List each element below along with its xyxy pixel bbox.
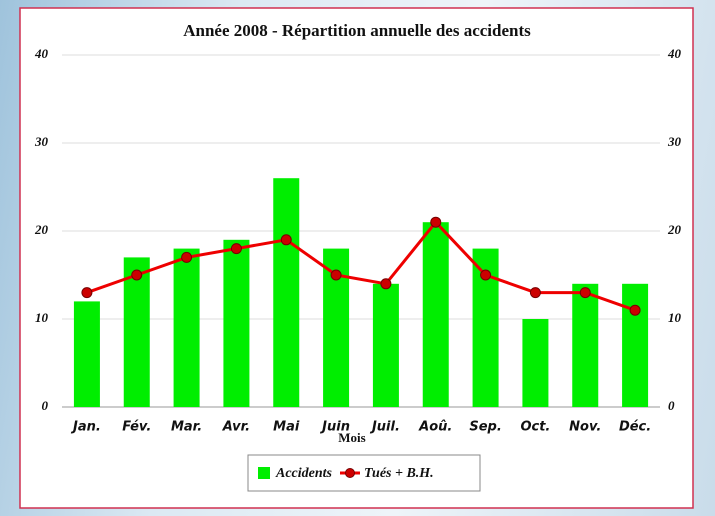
bar <box>273 178 300 407</box>
marker <box>131 269 143 281</box>
marker <box>380 278 392 290</box>
marker <box>330 269 342 281</box>
y-tick-label: 0 <box>42 398 49 413</box>
bar <box>522 319 549 407</box>
marker <box>579 287 591 299</box>
marker <box>280 234 292 246</box>
bar <box>622 283 649 407</box>
x-tick-label: Juil. <box>369 420 400 435</box>
x-tick-label: Mar. <box>171 420 202 435</box>
x-tick-label: Avr. <box>222 420 250 435</box>
x-tick-label: Nov. <box>569 420 601 435</box>
y2-tick-label: 0 <box>668 398 675 413</box>
bar <box>223 239 250 407</box>
marker <box>629 304 641 316</box>
y2-tick-label: 20 <box>667 222 682 237</box>
y-tick-label: 10 <box>35 310 49 325</box>
legend-swatch <box>345 468 355 478</box>
y2-tick-label: 10 <box>668 310 682 325</box>
x-tick-label: Juin <box>319 420 350 435</box>
bar <box>73 301 100 407</box>
bar <box>422 222 449 407</box>
bar <box>572 283 599 407</box>
marker <box>480 269 492 281</box>
y-tick-label: 30 <box>34 134 49 149</box>
chart-title: Année 2008 - Répartition annuelle des ac… <box>183 21 531 40</box>
y2-tick-label: 30 <box>667 134 682 149</box>
y2-tick-label: 40 <box>667 46 682 61</box>
bar <box>123 257 150 407</box>
legend-box <box>247 454 481 492</box>
marker <box>181 251 193 263</box>
bar <box>173 248 200 407</box>
legend-label: Accidents <box>275 466 333 481</box>
line <box>86 219 636 312</box>
x-tick-label: Fév. <box>122 420 151 435</box>
x-tick-label: Jan. <box>70 420 101 435</box>
legend-swatch <box>258 467 270 479</box>
marker <box>529 287 541 299</box>
x-axis-label: Mois <box>338 430 365 445</box>
y-tick-label: 20 <box>34 222 49 237</box>
marker <box>430 216 442 228</box>
legend-label: Tués + B.H. <box>364 466 434 481</box>
x-tick-label: Sep. <box>469 420 501 435</box>
x-tick-label: Mai <box>273 420 300 435</box>
bar <box>372 283 399 407</box>
x-tick-label: Déc. <box>619 420 651 435</box>
marker <box>230 243 242 255</box>
x-tick-label: Aoû. <box>418 420 452 435</box>
y-tick-label: 40 <box>34 46 49 61</box>
marker <box>81 287 93 299</box>
x-tick-label: Oct. <box>520 420 550 435</box>
